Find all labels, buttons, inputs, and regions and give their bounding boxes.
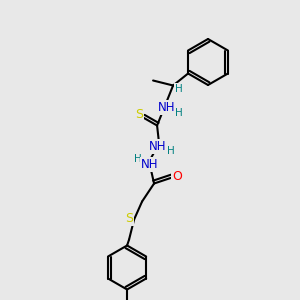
Text: O: O: [172, 170, 182, 183]
Text: H: H: [175, 109, 183, 118]
Text: NH: NH: [149, 140, 167, 153]
Text: S: S: [125, 212, 133, 225]
Text: H: H: [175, 83, 183, 94]
Text: S: S: [135, 108, 143, 121]
Text: H: H: [134, 154, 142, 164]
Text: H: H: [167, 146, 175, 157]
Text: NH: NH: [141, 158, 159, 171]
Text: NH: NH: [158, 101, 176, 114]
